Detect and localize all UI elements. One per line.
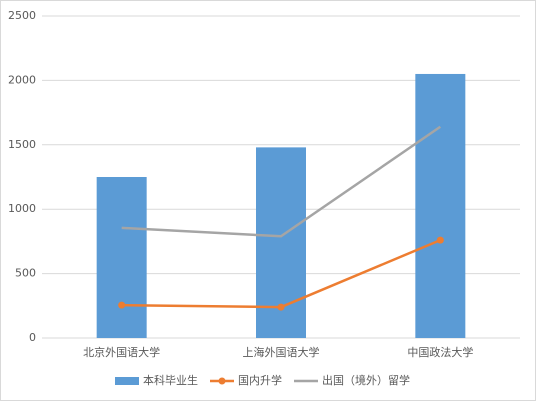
legend-swatch <box>115 377 139 385</box>
legend-marker <box>218 377 226 385</box>
y-tick-label: 500 <box>15 267 36 280</box>
y-tick-label: 1000 <box>8 202 36 215</box>
x-tick-label: 中国政法大学 <box>407 345 473 359</box>
x-tick-label: 北京外国语大学 <box>83 345 160 359</box>
legend-label: 国内升学 <box>238 373 282 387</box>
marker <box>277 303 285 311</box>
y-tick-label: 0 <box>29 331 36 344</box>
y-tick-label: 2500 <box>8 9 36 22</box>
line <box>121 125 442 238</box>
bar <box>415 73 466 339</box>
marker <box>436 236 444 244</box>
bar <box>96 177 147 338</box>
legend-label: 本科毕业生 <box>143 373 198 387</box>
x-tick-label: 上海外国语大学 <box>243 345 320 359</box>
marker <box>118 301 126 309</box>
y-tick-label: 1500 <box>8 138 36 151</box>
legend-label: 出国（境外）留学 <box>322 373 410 387</box>
y-tick-label: 2000 <box>8 73 36 86</box>
